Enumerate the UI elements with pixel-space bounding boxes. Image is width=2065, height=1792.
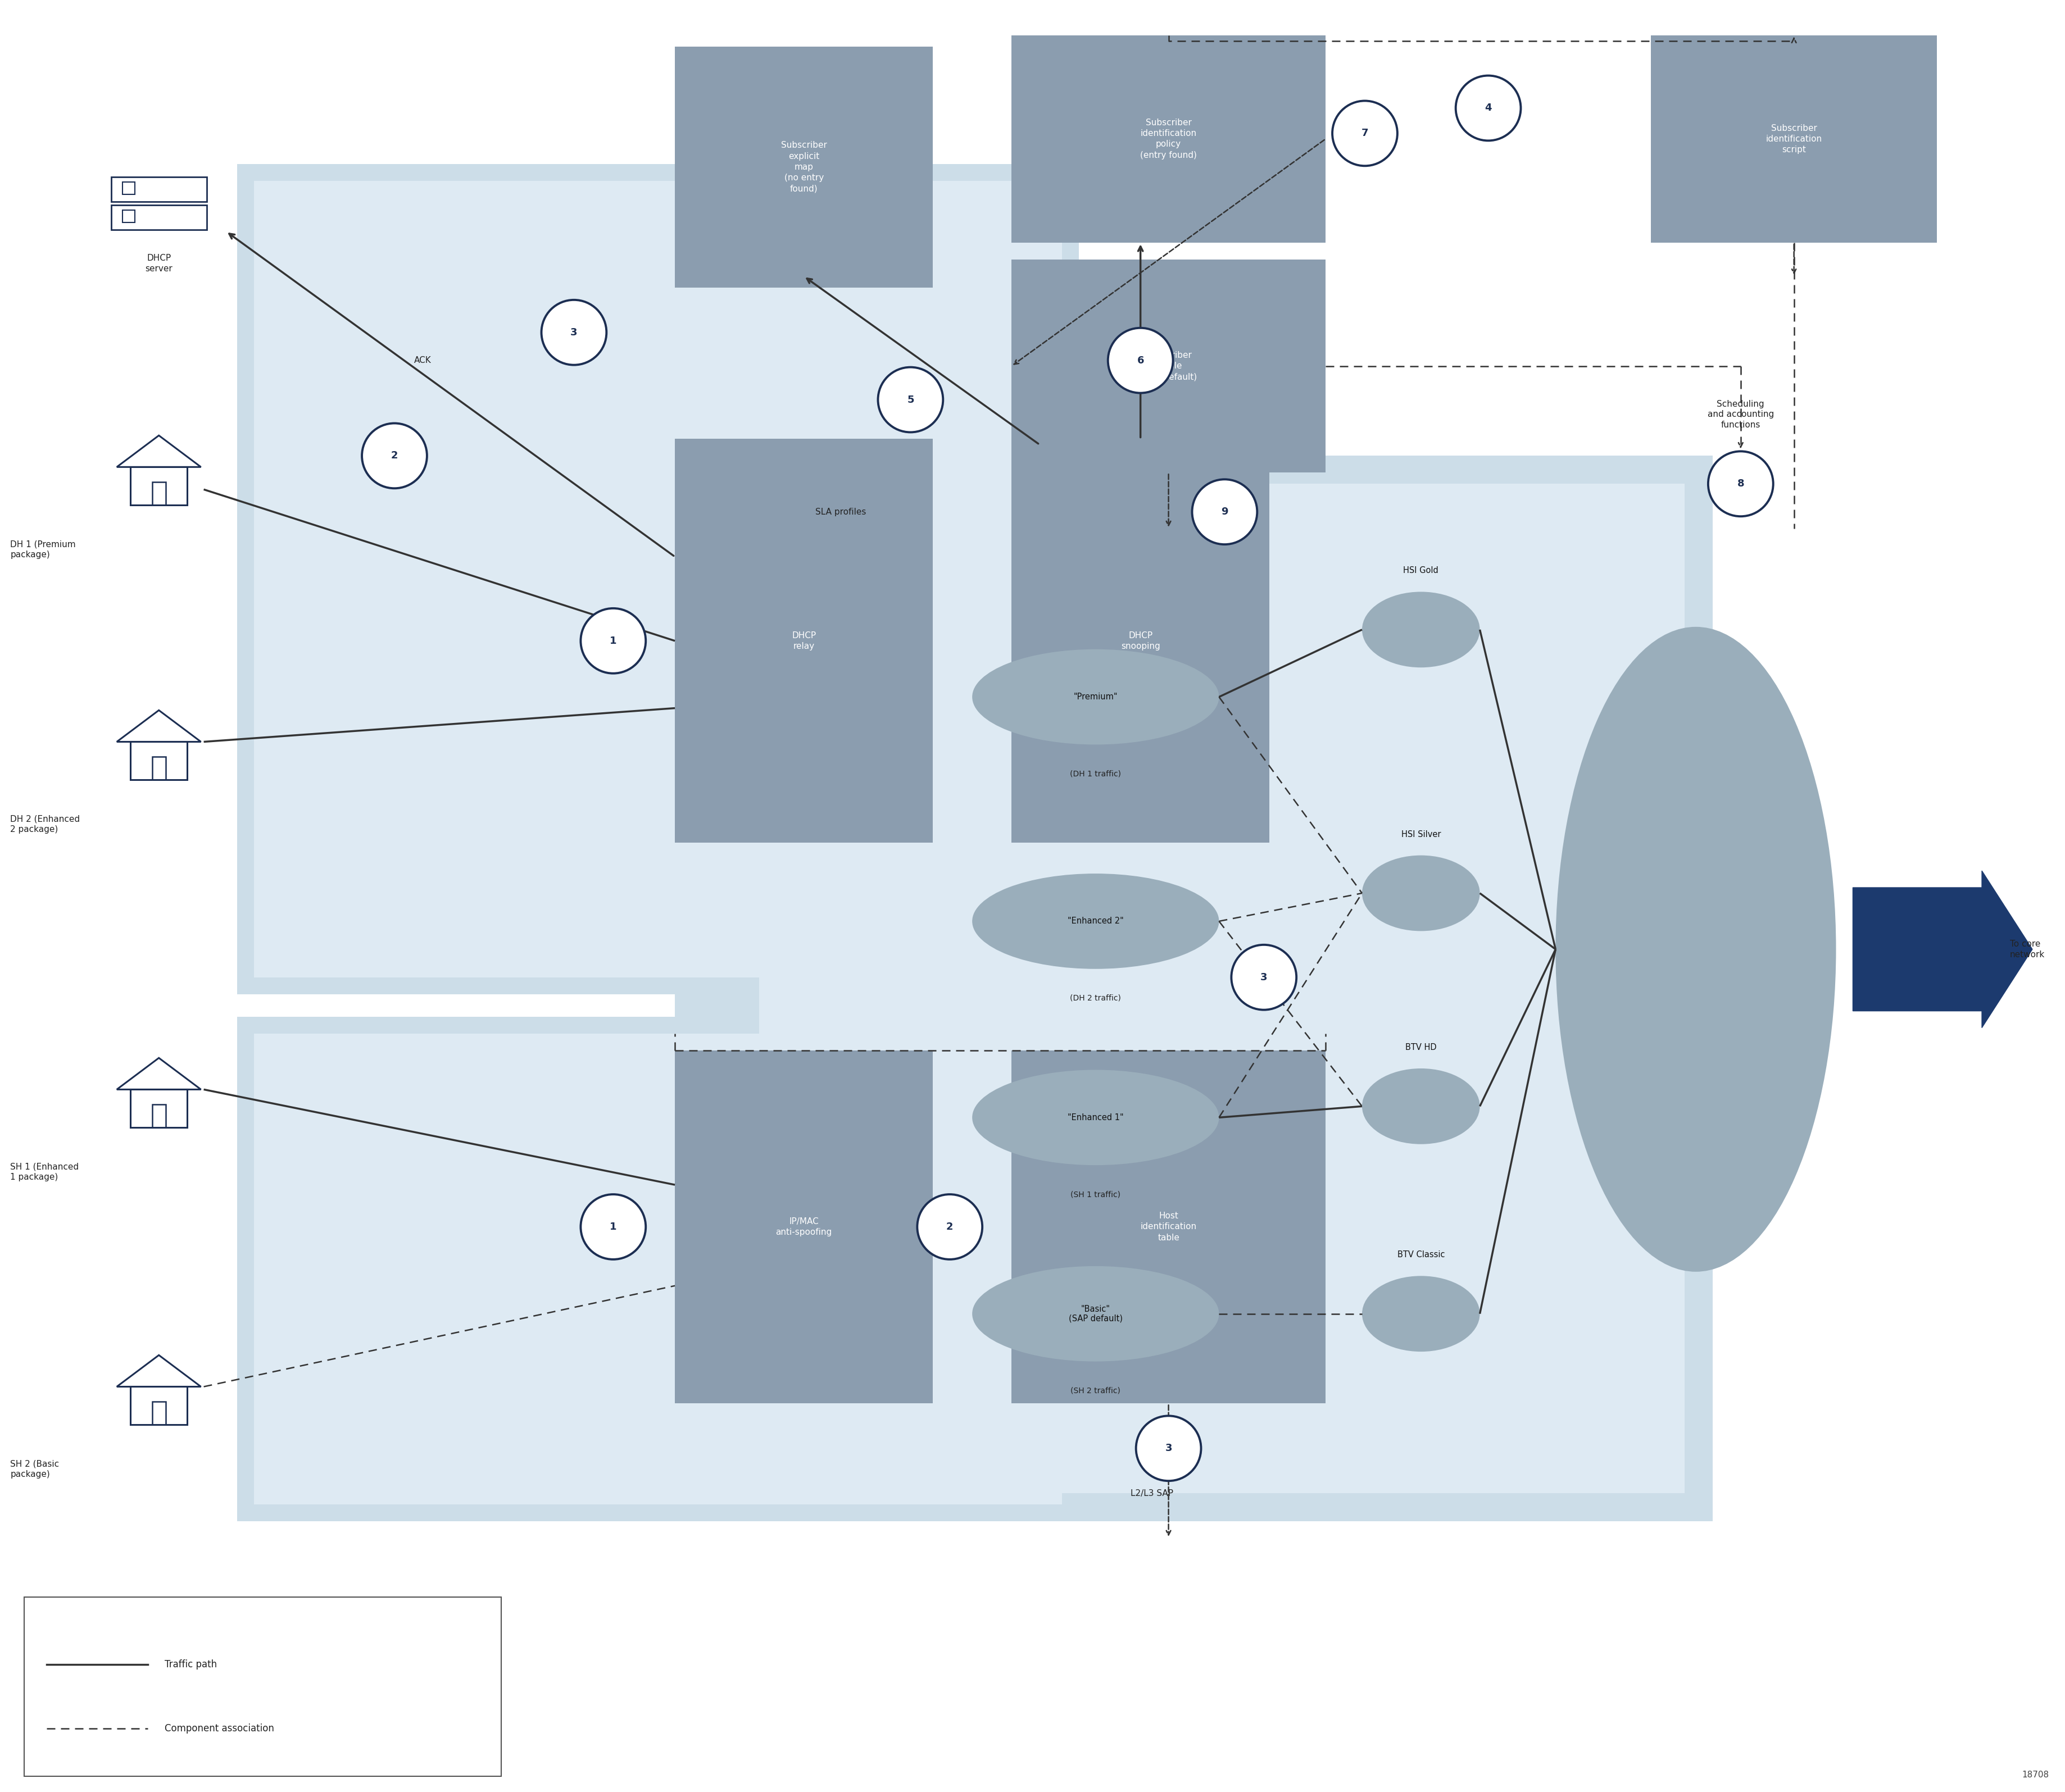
Text: Subscriber
profile
(SAP default): Subscriber profile (SAP default): [1140, 351, 1196, 382]
Text: 7: 7: [1361, 129, 1369, 138]
Ellipse shape: [973, 873, 1218, 969]
FancyArrow shape: [1852, 871, 2032, 1029]
Text: Scheduling
and accounting
functions: Scheduling and accounting functions: [1708, 400, 1774, 428]
Text: 3: 3: [1260, 973, 1268, 982]
Text: To core
network: To core network: [2009, 939, 2044, 959]
FancyBboxPatch shape: [237, 1016, 1078, 1521]
FancyBboxPatch shape: [254, 181, 1061, 977]
Ellipse shape: [1363, 1276, 1481, 1351]
Text: Queues: Queues: [1208, 507, 1241, 516]
Text: (SH 2 traffic): (SH 2 traffic): [1070, 1387, 1121, 1394]
Text: 6: 6: [1138, 355, 1144, 366]
Circle shape: [1231, 944, 1297, 1011]
Text: DHCP
server: DHCP server: [145, 254, 173, 272]
Ellipse shape: [973, 1267, 1218, 1362]
Text: 3: 3: [570, 328, 578, 337]
Text: Subscriber
identification
policy
(entry found): Subscriber identification policy (entry …: [1140, 118, 1198, 159]
Text: L2/L3 SAP: L2/L3 SAP: [1130, 1489, 1173, 1498]
Circle shape: [878, 367, 944, 432]
Text: (SH 1 traffic): (SH 1 traffic): [1070, 1190, 1121, 1199]
Text: Component association: Component association: [165, 1724, 275, 1735]
FancyBboxPatch shape: [1012, 1050, 1326, 1403]
Text: 1: 1: [609, 636, 617, 645]
Circle shape: [1708, 452, 1774, 516]
Circle shape: [1136, 1416, 1202, 1480]
Text: DH 1 (Premium
package): DH 1 (Premium package): [10, 539, 76, 559]
Text: HSI Silver: HSI Silver: [1402, 830, 1441, 839]
Ellipse shape: [1363, 855, 1481, 932]
Text: 2: 2: [946, 1222, 954, 1231]
Circle shape: [1456, 75, 1520, 140]
Text: 9: 9: [1220, 507, 1229, 516]
FancyBboxPatch shape: [675, 439, 933, 842]
Text: HSI Gold: HSI Gold: [1404, 566, 1439, 575]
FancyBboxPatch shape: [1650, 36, 1937, 242]
Text: 18708: 18708: [2022, 1770, 2048, 1779]
FancyBboxPatch shape: [25, 1597, 502, 1776]
FancyBboxPatch shape: [760, 484, 1685, 1493]
Ellipse shape: [973, 1070, 1218, 1165]
Text: "Enhanced 1": "Enhanced 1": [1068, 1113, 1123, 1122]
Text: SH 1 (Enhanced
1 package): SH 1 (Enhanced 1 package): [10, 1163, 78, 1181]
Text: 4: 4: [1485, 104, 1491, 113]
Text: Traffic path: Traffic path: [165, 1659, 217, 1670]
Text: 5: 5: [907, 394, 915, 405]
Text: IP/MAC
anti-spoofing: IP/MAC anti-spoofing: [776, 1217, 832, 1236]
Circle shape: [580, 1193, 646, 1260]
FancyBboxPatch shape: [1012, 260, 1326, 473]
Text: "Basic"
(SAP default): "Basic" (SAP default): [1068, 1305, 1123, 1322]
Ellipse shape: [1363, 591, 1481, 667]
FancyBboxPatch shape: [237, 165, 1078, 995]
Text: 2: 2: [390, 452, 399, 461]
Text: (DH 2 traffic): (DH 2 traffic): [1070, 995, 1121, 1002]
FancyBboxPatch shape: [254, 1034, 1061, 1505]
Text: SLA profiles: SLA profiles: [816, 507, 865, 516]
Text: "Enhanced 2": "Enhanced 2": [1068, 918, 1123, 925]
FancyBboxPatch shape: [675, 1050, 933, 1403]
Circle shape: [1332, 100, 1398, 167]
Text: Subscriber
explicit
map
(no entry
found): Subscriber explicit map (no entry found): [781, 142, 826, 194]
Circle shape: [917, 1193, 983, 1260]
Ellipse shape: [1555, 627, 1836, 1272]
FancyBboxPatch shape: [1012, 36, 1326, 242]
FancyBboxPatch shape: [675, 47, 933, 287]
Circle shape: [580, 607, 646, 674]
Text: DHCP
snooping: DHCP snooping: [1121, 631, 1161, 650]
Text: "Premium": "Premium": [1074, 694, 1117, 701]
Text: DH 2 (Enhanced
2 package): DH 2 (Enhanced 2 package): [10, 815, 81, 833]
Text: 1: 1: [609, 1222, 617, 1231]
Text: SH 2 (Basic
package): SH 2 (Basic package): [10, 1459, 60, 1478]
Text: (DH 1 traffic): (DH 1 traffic): [1070, 771, 1121, 778]
Circle shape: [1192, 478, 1258, 545]
Text: 3: 3: [1165, 1443, 1173, 1453]
Text: Subscriber
identification
script: Subscriber identification script: [1766, 124, 1821, 154]
Text: 8: 8: [1737, 478, 1745, 489]
FancyBboxPatch shape: [1012, 439, 1270, 842]
Circle shape: [1109, 328, 1173, 392]
FancyBboxPatch shape: [675, 455, 1712, 1521]
Ellipse shape: [973, 649, 1218, 745]
Text: ACK: ACK: [413, 357, 432, 364]
Text: Host
identification
table: Host identification table: [1140, 1211, 1196, 1242]
Ellipse shape: [1363, 1068, 1481, 1143]
Text: DHCP
relay: DHCP relay: [791, 631, 816, 650]
Text: BTV HD: BTV HD: [1406, 1043, 1437, 1052]
Circle shape: [541, 299, 607, 366]
Text: BTV Classic: BTV Classic: [1398, 1251, 1446, 1260]
Circle shape: [361, 423, 427, 487]
